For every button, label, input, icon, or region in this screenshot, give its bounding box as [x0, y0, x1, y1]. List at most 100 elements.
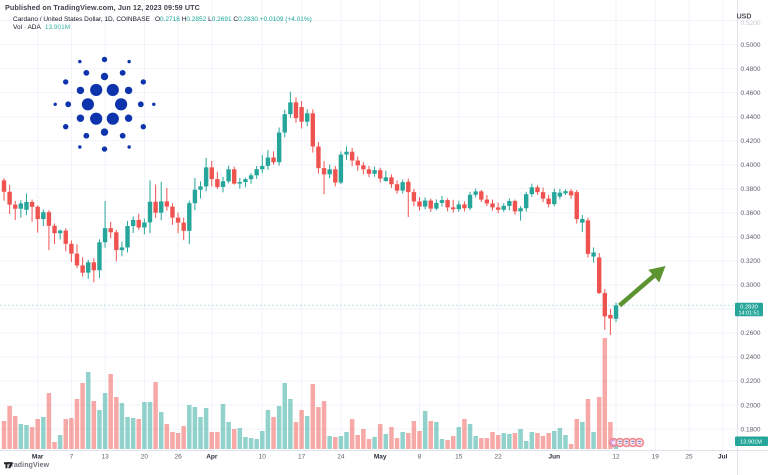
ohlc-label: C: [233, 16, 239, 23]
cardano-logo-dot: [90, 112, 103, 125]
cardano-logo-dot: [101, 56, 108, 63]
candle-body: [63, 230, 68, 244]
volume-bar: [125, 416, 130, 449]
volume-bar: [462, 418, 467, 450]
sticker-detail: [625, 443, 628, 444]
cardano-logo-dot: [81, 98, 94, 111]
sticker-annotation[interactable]: [608, 437, 645, 448]
volume-bar: [136, 418, 142, 450]
volume-bar: [192, 407, 198, 449]
candle-body: [495, 207, 501, 210]
cardano-logo-dot: [65, 101, 72, 108]
cardano-logo-dot: [119, 69, 126, 76]
volume-bar: [529, 431, 535, 449]
candle-body: [563, 191, 568, 194]
volume-bar: [142, 402, 147, 449]
volume-bar: [563, 435, 568, 449]
candle-body: [91, 262, 97, 271]
volume-bar: [130, 418, 136, 449]
price-axis[interactable]: 0.5000 0.4800 0.4600 0.4400 0.4200 0.4000 0.38…: [741, 42, 761, 434]
time-tick-label: 19: [652, 454, 660, 461]
cardano-logo-dot: [140, 124, 146, 130]
cardano-logo-dot: [127, 145, 131, 149]
ohlc-value: 0.2691: [211, 16, 234, 23]
candle-body: [46, 212, 52, 226]
candle-body: [7, 191, 12, 205]
time-tick-label: 10: [259, 454, 267, 461]
price-tick-label: 0.3800: [741, 186, 761, 193]
volume-bar: [12, 416, 18, 449]
volume-bar: [220, 403, 226, 449]
volume-bar: [602, 338, 608, 449]
cardano-logo-dot: [53, 102, 57, 107]
candle-body: [557, 192, 563, 197]
candle-body: [114, 232, 119, 251]
ohlc-values: O0.2718 H0.2852 L0.2691 C0.2830: [155, 16, 260, 23]
up-arrow-annotation[interactable]: [618, 266, 666, 308]
volume-bar: [119, 403, 125, 449]
time-axis[interactable]: Mar 7 13 20 26 Apr 10 17 24 May 8 15 22 Jun 12 19 25 Jul: [32, 454, 728, 461]
candle-body: [524, 194, 529, 209]
volume-badge-value: 13.901M: [740, 439, 762, 445]
candle-body: [18, 203, 24, 209]
candle-body: [417, 201, 422, 207]
tradingview-watermark-text: TradingView: [7, 462, 50, 469]
cardano-logo-dot: [106, 112, 119, 125]
volume-value: 13.901M: [44, 24, 71, 31]
candle-body: [164, 201, 170, 207]
sticker-detail: [631, 443, 635, 444]
volume-bar: [400, 431, 405, 449]
candle-body: [74, 253, 80, 266]
volume-bar: [69, 418, 74, 449]
volume-bar: [456, 426, 462, 449]
cardano-logo-dot: [83, 132, 90, 139]
price-tick-label: 0.2600: [741, 330, 761, 337]
volume-bar: [97, 410, 102, 449]
volume-bar: [271, 416, 276, 449]
price-tick-label: 0.3200: [741, 258, 761, 265]
volume-bar: [512, 433, 518, 449]
volume-bar: [243, 436, 248, 449]
volume-bar: [406, 433, 411, 449]
candle-body: [260, 165, 265, 170]
price-tick-label: 0.3600: [741, 210, 761, 217]
volume-bar: [327, 436, 332, 449]
candle-body: [596, 257, 602, 294]
time-tick-label: Jun: [549, 454, 561, 461]
candle-body: [602, 293, 608, 317]
time-tick-label: 24: [337, 454, 345, 461]
candle-body: [467, 194, 473, 209]
candle-body: [355, 160, 360, 166]
candle-body: [439, 200, 445, 203]
volume-bar: [63, 418, 69, 450]
volume-bar: [552, 431, 557, 449]
volume-bar: [164, 423, 170, 449]
volume-bar: [344, 431, 349, 449]
candle-body: [574, 192, 579, 220]
candle-body: [316, 146, 321, 169]
volume-bar: [102, 393, 108, 449]
candle-body: [378, 170, 383, 179]
volume-bar: [546, 433, 551, 449]
volume-bar: [187, 405, 192, 449]
volume-bar: [231, 428, 237, 449]
price-tick-label: 0.5000: [741, 42, 761, 49]
volume-bar: [518, 428, 523, 449]
candle-body: [613, 305, 619, 319]
ohlc-value: 0.2852: [186, 16, 209, 23]
candle-body: [462, 204, 467, 209]
candle-body: [529, 187, 535, 195]
volume-bar: [153, 382, 158, 449]
time-tick-label: May: [374, 454, 387, 461]
volume-bar: [52, 441, 57, 449]
tradingview-watermark[interactable]: TradingView: [4, 462, 49, 469]
candle-body: [293, 102, 299, 119]
volume-bar: [304, 416, 310, 449]
sticker-detail: [624, 440, 629, 442]
candle-body: [552, 192, 557, 205]
candle-body: [276, 132, 282, 163]
time-tick-label: 25: [685, 454, 693, 461]
volume-bar: [523, 441, 529, 449]
